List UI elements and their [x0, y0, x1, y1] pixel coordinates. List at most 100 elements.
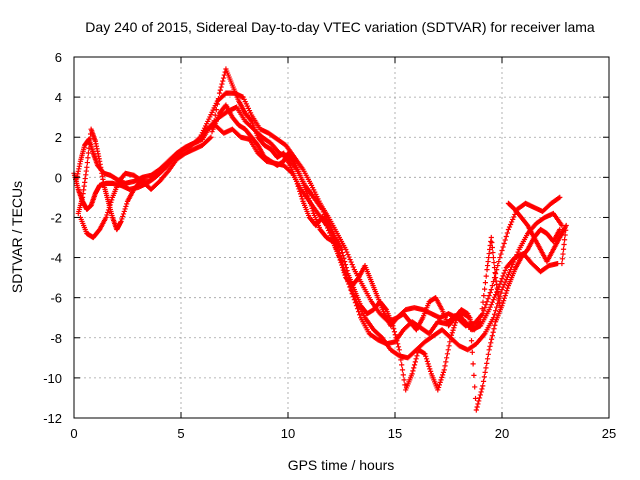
data-point [123, 203, 129, 210]
y-tick-label: 2 [55, 130, 62, 145]
data-point [498, 251, 504, 257]
data-point [513, 254, 519, 260]
data-point [473, 407, 479, 413]
data-point [479, 386, 485, 392]
data-point [340, 267, 346, 273]
data-point [501, 270, 507, 276]
data-point [488, 336, 495, 342]
data-point [436, 384, 442, 391]
data-point [480, 299, 486, 305]
data-point [296, 186, 302, 192]
data-point [347, 256, 353, 263]
data-point [443, 359, 449, 365]
data-point [106, 204, 112, 211]
y-tick-label: -4 [50, 251, 62, 266]
data-point [484, 356, 491, 362]
data-point [120, 213, 126, 220]
data-point [426, 363, 432, 369]
data-point [512, 256, 518, 263]
data-point [500, 284, 506, 290]
data-point [337, 257, 343, 263]
plot-frame [73, 56, 610, 419]
data-point [480, 378, 487, 384]
y-tick-label: -2 [50, 210, 62, 225]
data-point [489, 239, 495, 246]
data-point [338, 246, 345, 253]
data-point [411, 365, 417, 371]
data-point [444, 355, 450, 361]
data-point [391, 329, 398, 335]
data-point [510, 261, 516, 268]
data-point [423, 356, 430, 362]
data-point [105, 209, 111, 216]
data-point [399, 367, 406, 373]
data-point [500, 244, 506, 250]
data-point [474, 404, 480, 410]
data-point [401, 377, 407, 383]
data-point [492, 322, 498, 328]
data-point [495, 262, 501, 269]
series-track-5 [210, 102, 503, 333]
y-tick-label: -8 [50, 331, 62, 346]
data-point [86, 145, 92, 151]
data-point [437, 379, 443, 386]
data-point [427, 368, 434, 374]
data-point [214, 101, 220, 107]
data-point [291, 157, 297, 163]
data-point [121, 208, 127, 215]
data-point [396, 347, 402, 353]
data-point [488, 287, 494, 293]
data-point [293, 178, 300, 184]
data-point [490, 329, 496, 335]
data-point [444, 351, 451, 357]
data-point [299, 196, 305, 202]
data-point [402, 382, 408, 388]
data-point [492, 269, 498, 276]
data-point [414, 353, 420, 359]
data-point [488, 234, 494, 241]
data-point [357, 312, 363, 318]
data-point [448, 335, 454, 341]
data-point [124, 201, 130, 207]
data-point [413, 356, 419, 362]
data-point [468, 338, 475, 344]
data-point [309, 205, 315, 212]
data-point [436, 382, 443, 388]
data-point [305, 193, 311, 199]
data-point [383, 306, 389, 312]
data-point [557, 194, 563, 200]
data-point [503, 233, 509, 240]
data-point [561, 237, 568, 243]
data-point [481, 293, 487, 299]
data-point [216, 90, 223, 96]
data-point [297, 191, 304, 197]
data-point [475, 401, 481, 407]
y-tick-labels: -12 -10 -8 -6 -4 -2 0 2 4 6 [43, 50, 62, 426]
data-point [469, 349, 475, 355]
data-point [505, 285, 511, 291]
data-point [340, 252, 346, 259]
data-point [556, 195, 562, 201]
data-point [491, 264, 498, 271]
data-point [497, 254, 503, 261]
data-point [503, 277, 509, 283]
series-track-6 [505, 200, 569, 267]
data-point [297, 188, 303, 194]
data-point [348, 259, 354, 265]
data-point [487, 343, 493, 349]
data-point [304, 190, 310, 196]
data-point [499, 287, 505, 293]
data-point [308, 203, 314, 209]
data-point [425, 361, 431, 367]
data-point [501, 295, 508, 301]
data-point [502, 279, 508, 285]
y-axis-title: SDTVAR / TECUs [9, 181, 25, 293]
data-point [446, 343, 452, 349]
data-point [439, 374, 445, 380]
data-point [560, 251, 566, 257]
data-point [84, 164, 90, 170]
data-point [494, 304, 500, 310]
data-point [346, 254, 352, 260]
data-point [449, 330, 455, 336]
